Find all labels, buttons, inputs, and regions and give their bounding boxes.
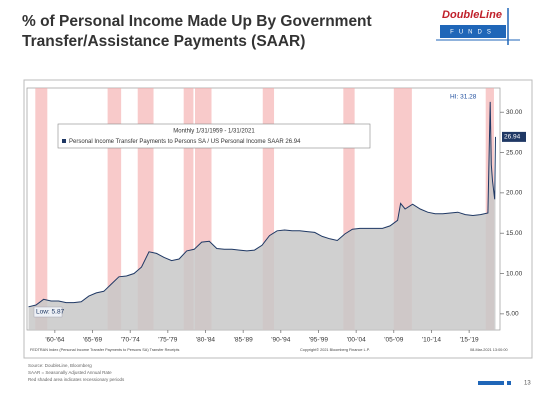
x-tick-label: '65-'69 [83, 337, 102, 344]
logo-name: DoubleLine [442, 9, 502, 21]
x-tick-label: '80-'84 [196, 337, 215, 344]
footnote: Source: DoubleLine, Bloomberg [28, 363, 92, 368]
y-tick-label: 25.00 [506, 149, 523, 156]
last-value-label: 26.94 [504, 134, 521, 141]
recession-band [343, 88, 355, 330]
source-line: Copyright© 2021 Bloomberg Finance L.P. [300, 348, 370, 352]
x-tick-label: '00-'04 [347, 337, 366, 344]
footer-bar [507, 381, 511, 385]
series-line [28, 101, 496, 308]
logo-sub: FUNDS [450, 30, 496, 36]
low-annotation: Low: 5.87 [36, 309, 65, 316]
recession-band [107, 88, 122, 330]
footnote: Red shaded area indicates recessionary p… [28, 377, 125, 382]
legend-period: Monthly 1/31/1959 - 1/31/2021 [173, 129, 255, 135]
x-tick-label: '10-'14 [422, 337, 441, 344]
y-tick-label: 15.00 [506, 230, 523, 237]
footer-bar [478, 381, 504, 385]
title-line: % of Personal Income Made Up By Governme… [22, 13, 372, 30]
y-tick-label: 10.00 [506, 270, 523, 277]
low-box [33, 306, 63, 318]
series-area [28, 101, 496, 331]
legend-box [57, 123, 371, 149]
logo-box [440, 25, 506, 38]
y-tick-label: 5.00 [506, 311, 519, 318]
x-tick-label: '90-'94 [271, 337, 290, 344]
y-tick-label: 30.00 [506, 109, 523, 116]
x-tick-label: '60-'64 [45, 337, 64, 344]
recession-band [183, 88, 194, 330]
x-tick-label: '05-'09 [384, 337, 403, 344]
last-value-box [502, 131, 526, 142]
plot: 5.00 10.00 15.00 20.00 25.00 30.00 '60-'64 '65-… [26, 87, 526, 352]
footnote: SAAR = Seasonally Adjusted Annual Rate [28, 370, 112, 375]
recession-band [35, 88, 48, 330]
recession-band [262, 88, 275, 330]
x-tick-label: '95-'99 [309, 337, 328, 344]
legend-entry: Personal Income Transfer Payments to Per… [69, 139, 301, 145]
legend-swatch [62, 139, 66, 143]
x-tick-label: '15-'19 [460, 337, 479, 344]
x-tick-label: '75-'79 [158, 337, 177, 344]
y-tick-label: 20.00 [506, 190, 523, 197]
x-tick-label: '85-'89 [234, 337, 253, 344]
page-number: 13 [524, 381, 531, 387]
source-line: FEDTRAN Index (Personal Income Transfer … [30, 348, 180, 352]
source-line: 08-Mar-2021 13:00:00 [470, 348, 508, 352]
high-annotation: HI: 31.28 [450, 94, 477, 101]
x-tick-label: '70-'74 [121, 337, 140, 344]
title-line: Transfer/Assistance Payments (SAAR) [22, 33, 305, 50]
